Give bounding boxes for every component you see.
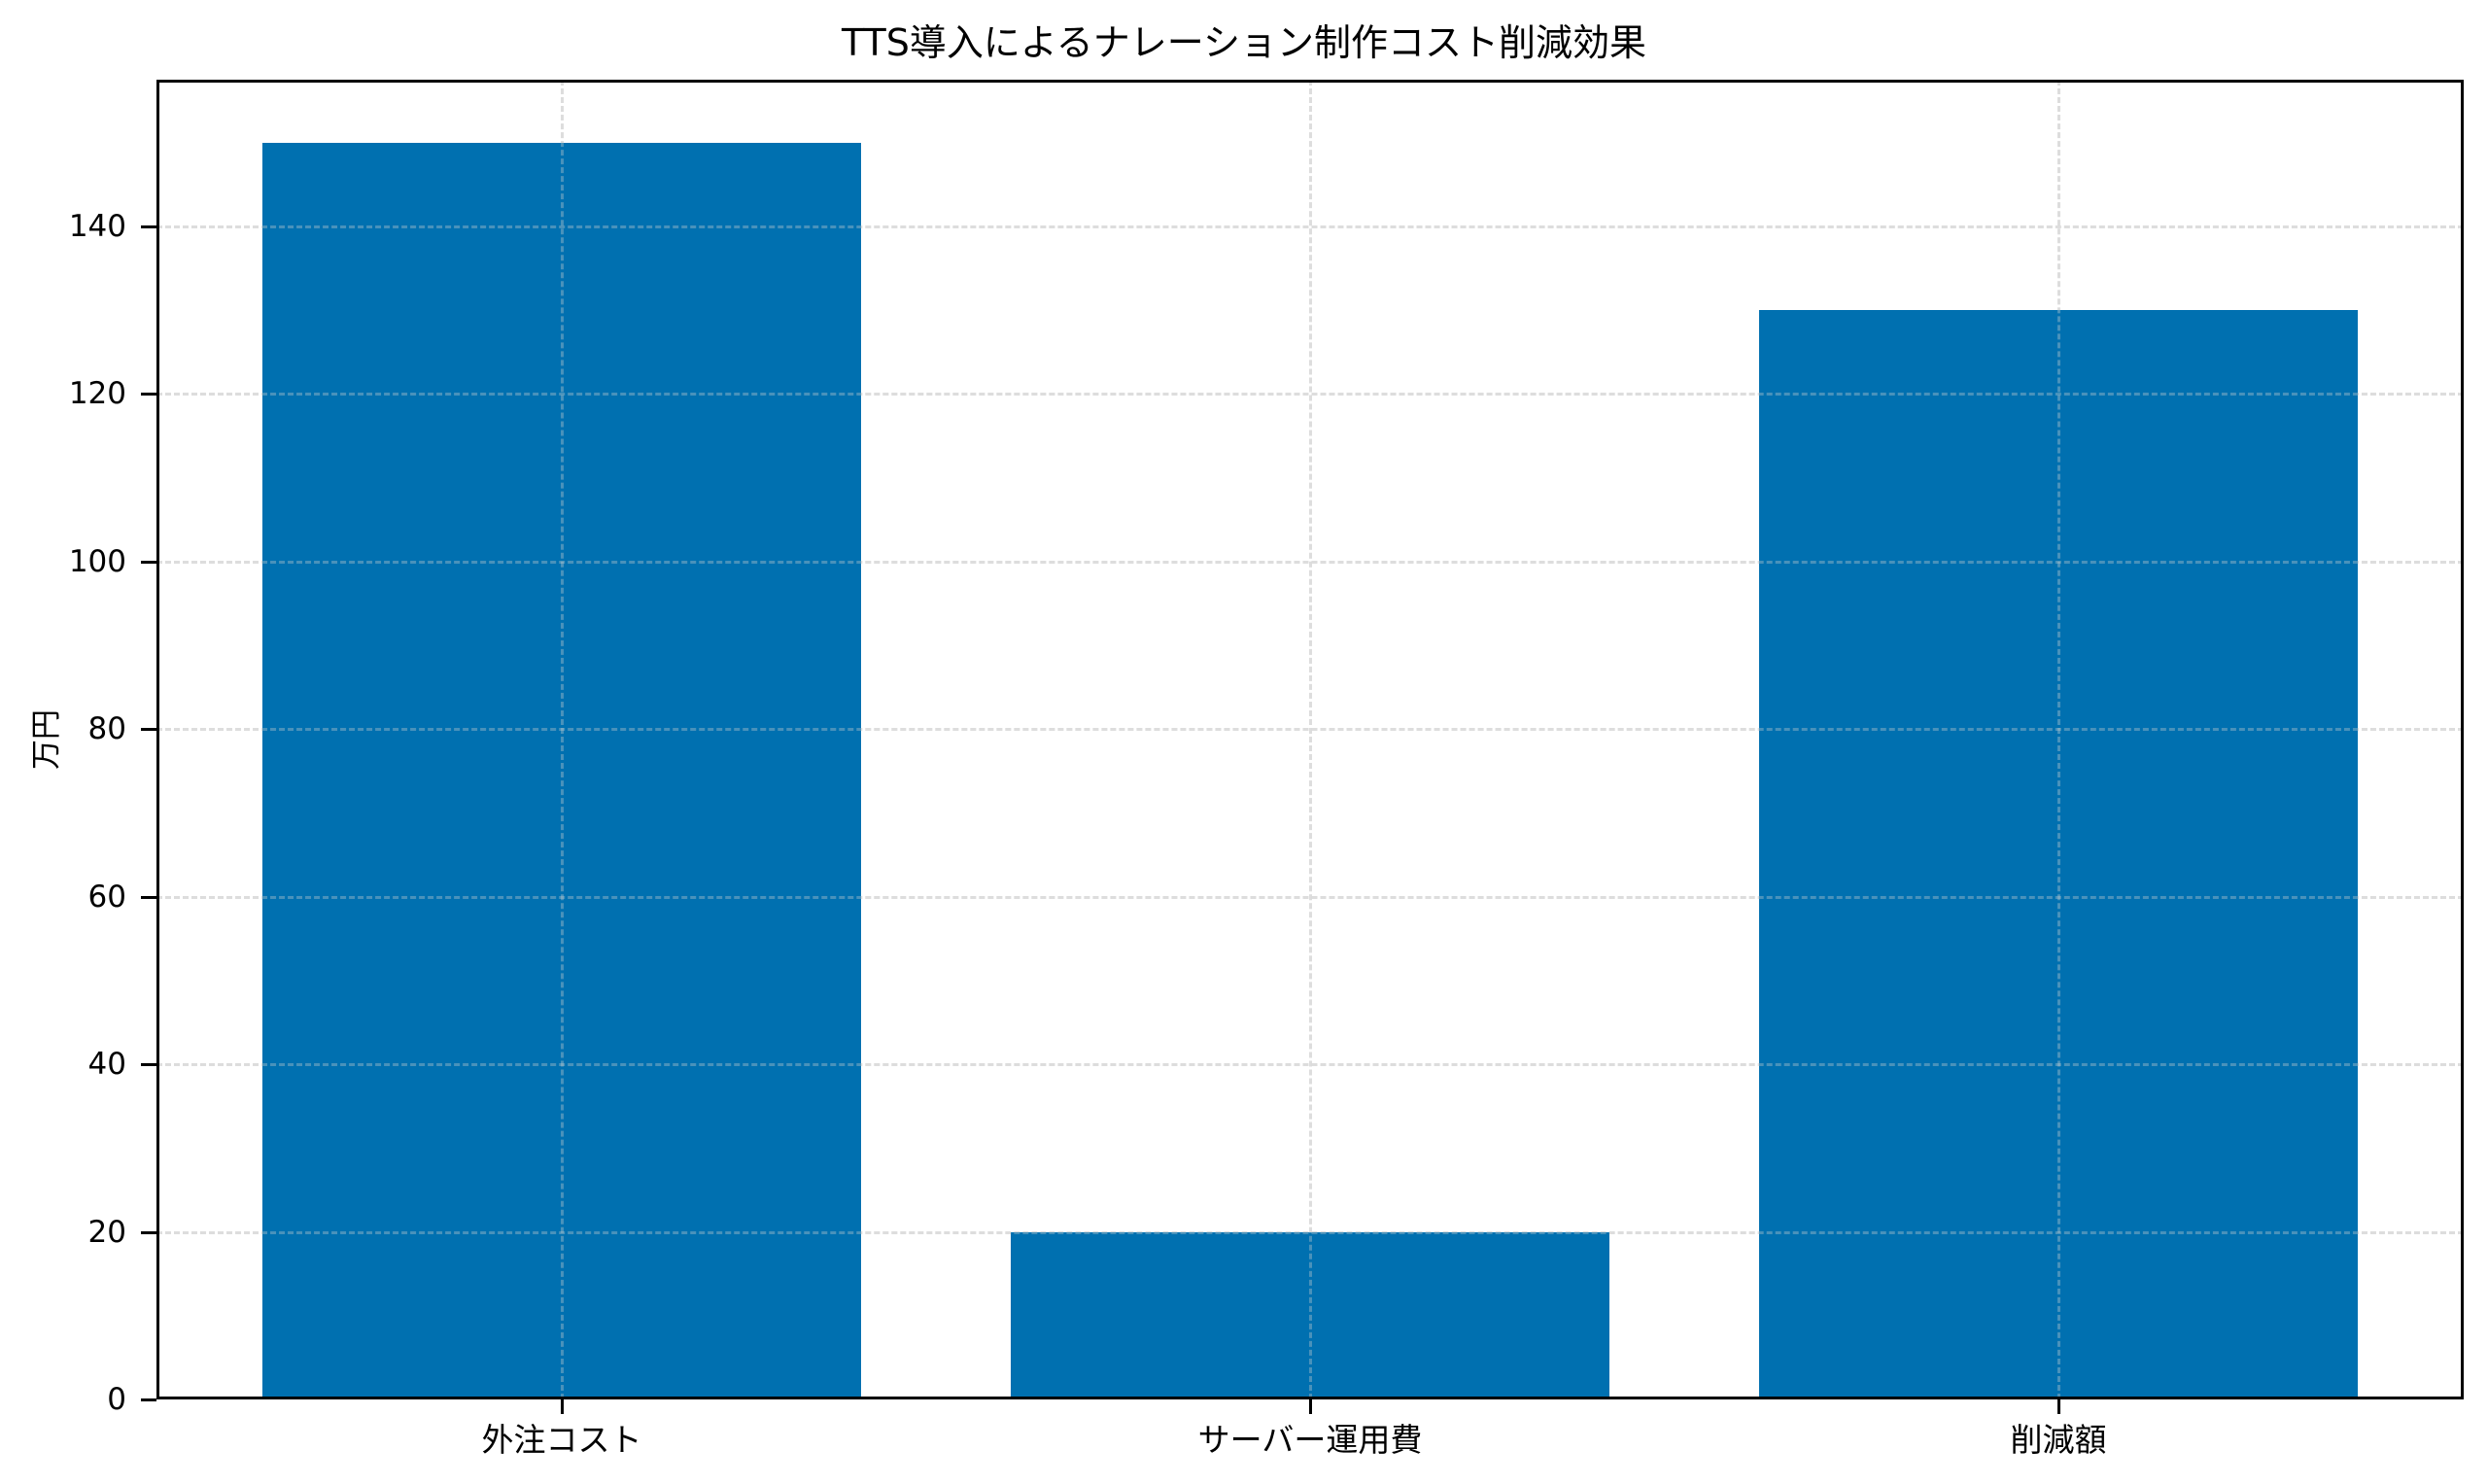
axes-frame [156, 80, 2464, 1399]
y-tick-label: 40 [87, 1047, 126, 1083]
y-tick-mark [141, 728, 156, 732]
bar-0 [262, 142, 861, 1399]
y-tick-mark [141, 1063, 156, 1067]
grid-line-horizontal-overlay [156, 224, 2464, 228]
grid-line-vertical-overlay [2057, 80, 2060, 1399]
y-tick-label: 60 [87, 879, 126, 915]
grid-line-horizontal-overlay [156, 560, 2464, 564]
plot-area [156, 80, 2464, 1399]
y-tick-mark [141, 393, 156, 397]
grid-line-horizontal-overlay [156, 1230, 2464, 1234]
x-tick-mark [1309, 1399, 1312, 1414]
x-tick-label: 削減額 [2010, 1421, 2107, 1459]
y-tick-label: 80 [87, 711, 126, 747]
x-tick-label: サーバー運用費 [1197, 1421, 1423, 1459]
grid-line-horizontal-overlay [156, 1063, 2464, 1067]
y-tick-mark [141, 1398, 156, 1401]
y-tick-label: 120 [68, 376, 126, 412]
y-tick-mark [141, 895, 156, 899]
chart-title: TTS導入によるナレーション制作コスト削減効果 [842, 21, 1646, 64]
y-tick-label: 140 [68, 208, 126, 244]
grid-line-horizontal-overlay [156, 728, 2464, 732]
x-tick-mark [2057, 1399, 2060, 1414]
bar-1 [1011, 1231, 1609, 1399]
y-tick-mark [141, 1230, 156, 1234]
y-tick-label: 100 [68, 543, 126, 579]
y-tick-mark [141, 560, 156, 564]
grid-line-horizontal-overlay [156, 895, 2464, 899]
y-tick-mark [141, 224, 156, 228]
y-tick-label: 0 [107, 1382, 126, 1417]
bar-2 [1759, 310, 2358, 1399]
y-tick-label: 20 [87, 1214, 126, 1250]
grid-line-vertical-overlay [561, 80, 564, 1399]
grid-line-horizontal-overlay [156, 393, 2464, 397]
x-tick-label: 外注コスト [481, 1421, 642, 1459]
grid-line-vertical [1309, 80, 1312, 1399]
grid-line-vertical-overlay [1309, 80, 1312, 1399]
x-tick-mark [561, 1399, 564, 1414]
